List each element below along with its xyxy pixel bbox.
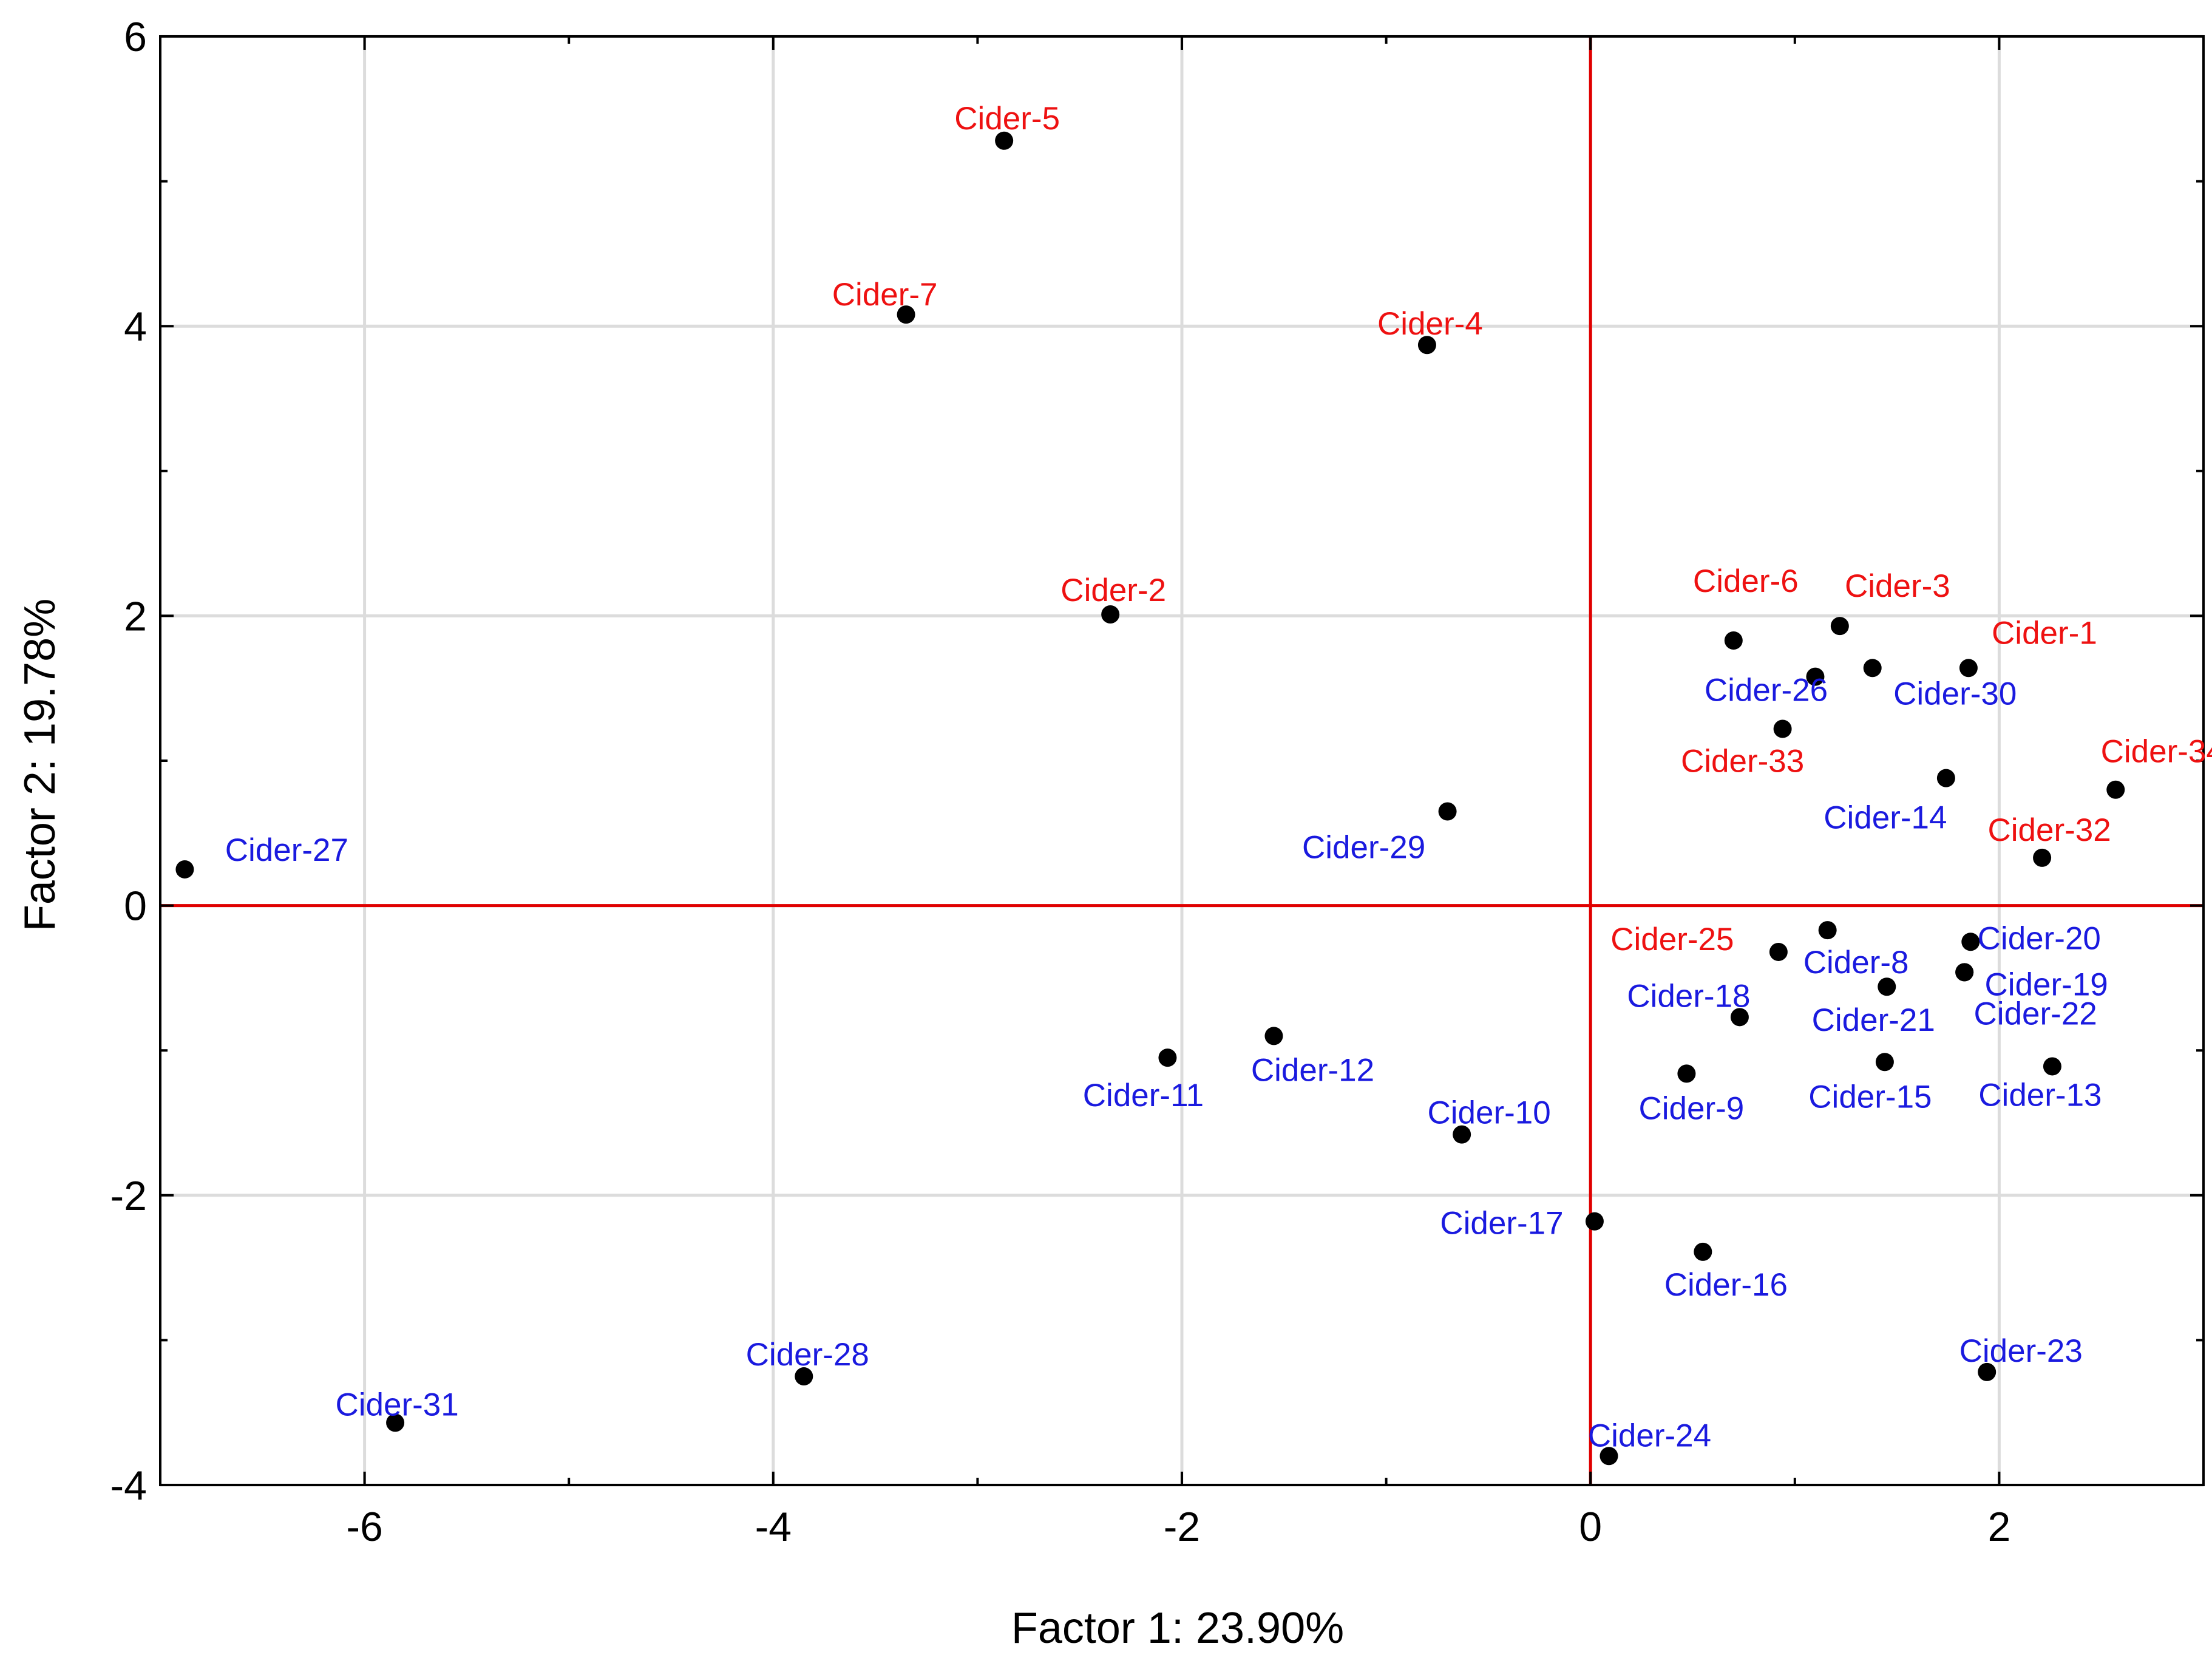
reference-lines [160, 36, 2204, 1485]
point-label-cider-2: Cider-2 [1060, 573, 1166, 608]
point-cider-33 [1773, 719, 1792, 738]
y-tick-label: -4 [110, 1463, 147, 1509]
y-tick-label: 2 [124, 593, 147, 639]
point-label-cider-7: Cider-7 [832, 277, 938, 313]
point-cider-16 [1694, 1242, 1712, 1261]
point-cider-34 [2106, 780, 2125, 799]
point-label-cider-12: Cider-12 [1251, 1052, 1374, 1088]
point-cider-18 [1730, 1008, 1749, 1027]
x-tick-label: -2 [1164, 1504, 1200, 1550]
point-cider-32 [2033, 848, 2052, 867]
point-label-cider-20: Cider-20 [1978, 920, 2101, 956]
point-cider-10 [1453, 1125, 1471, 1144]
point-label-cider-1: Cider-1 [1992, 615, 2097, 651]
point-label-cider-29: Cider-29 [1302, 830, 1425, 866]
axis-ticks [159, 35, 2205, 1486]
point-label-cider-27: Cider-27 [225, 832, 348, 868]
point-label-cider-9: Cider-9 [1639, 1090, 1745, 1126]
point-label-cider-25: Cider-25 [1610, 922, 1734, 957]
point-cider-14 [1936, 769, 1955, 787]
point-cider-7 [897, 305, 915, 324]
x-tick-label: 2 [1987, 1504, 2010, 1550]
point-label-cider-24: Cider-24 [1588, 1418, 1711, 1453]
point-labels: Cider-1 Cider-2 Cider-3 Cider-4 Cider-5 Cider… [225, 101, 2212, 1453]
point-label-cider-16: Cider-16 [1664, 1267, 1788, 1303]
point-cider-21 [1878, 977, 1896, 996]
point-label-cider-33: Cider-33 [1681, 744, 1804, 780]
point-label-cider-32: Cider-32 [1987, 812, 2111, 848]
point-cider-29 [1438, 802, 1457, 821]
point-label-cider-4: Cider-4 [1377, 306, 1483, 342]
point-cider-5 [995, 131, 1014, 150]
y-tick-label: -2 [110, 1173, 147, 1219]
point-label-cider-26: Cider-26 [1705, 673, 1828, 709]
point-cider-6 [1724, 631, 1743, 650]
x-tick-label: -6 [346, 1504, 382, 1550]
y-tick-label: 6 [124, 14, 147, 60]
point-label-cider-10: Cider-10 [1428, 1095, 1551, 1131]
point-cider-1 [1959, 659, 1978, 678]
point-label-cider-6: Cider-6 [1693, 563, 1799, 599]
point-cider-8 [1818, 921, 1837, 940]
y-tick-label: 0 [124, 883, 147, 929]
point-label-cider-5: Cider-5 [954, 101, 1060, 137]
point-cider-15 [1875, 1053, 1894, 1072]
point-cider-25 [1769, 942, 1788, 961]
point-label-cider-22: Cider-22 [1974, 996, 2097, 1031]
point-cider-27 [175, 860, 194, 878]
x-tick-label: 0 [1579, 1504, 1602, 1550]
grid-lines [160, 35, 2204, 1487]
x-tick-label: -4 [755, 1504, 792, 1550]
point-label-cider-23: Cider-23 [1959, 1333, 2083, 1369]
point-cider-30 [1863, 659, 1882, 678]
point-cider-28 [795, 1367, 813, 1386]
y-tick-label: 4 [124, 304, 147, 350]
point-cider-31 [386, 1413, 405, 1432]
point-label-cider-17: Cider-17 [1440, 1206, 1563, 1242]
point-label-cider-21: Cider-21 [1812, 1002, 1935, 1038]
point-cider-23 [1978, 1362, 1997, 1381]
point-cider-9 [1677, 1064, 1696, 1083]
point-label-cider-30: Cider-30 [1893, 676, 2017, 712]
y-axis-title: Factor 2: 19.78% [16, 599, 64, 931]
point-label-cider-14: Cider-14 [1824, 800, 1947, 836]
point-cider-12 [1264, 1027, 1283, 1045]
point-label-cider-31: Cider-31 [335, 1387, 458, 1422]
point-cider-13 [2043, 1057, 2061, 1076]
data-points [175, 131, 2125, 1466]
point-cider-17 [1585, 1212, 1604, 1231]
point-cider-3 [1830, 617, 1849, 636]
point-label-cider-13: Cider-13 [1978, 1077, 2102, 1113]
point-label-cider-15: Cider-15 [1808, 1079, 1932, 1115]
point-label-cider-11: Cider-11 [1083, 1078, 1204, 1113]
point-label-cider-18: Cider-18 [1627, 978, 1750, 1014]
tick-labels: -6 -4 -2 0 2 -4 -2 0 2 4 6 [110, 14, 2011, 1550]
point-label-cider-28: Cider-28 [746, 1337, 869, 1373]
point-label-cider-8: Cider-8 [1803, 945, 1909, 980]
point-cider-11 [1158, 1048, 1177, 1067]
point-cider-20 [1961, 933, 1980, 951]
x-axis-title: Factor 1: 23.90% [1011, 1604, 1344, 1653]
point-cider-4 [1417, 336, 1436, 355]
point-cider-26 [1806, 667, 1825, 686]
point-cider-22 [1955, 963, 1974, 982]
point-cider-2 [1101, 605, 1120, 624]
point-label-cider-19: Cider-19 [1985, 967, 2108, 1002]
point-label-cider-34: Cider-34 [2101, 734, 2212, 770]
point-label-cider-3: Cider-3 [1845, 568, 1950, 604]
point-cider-24 [1600, 1447, 1618, 1466]
